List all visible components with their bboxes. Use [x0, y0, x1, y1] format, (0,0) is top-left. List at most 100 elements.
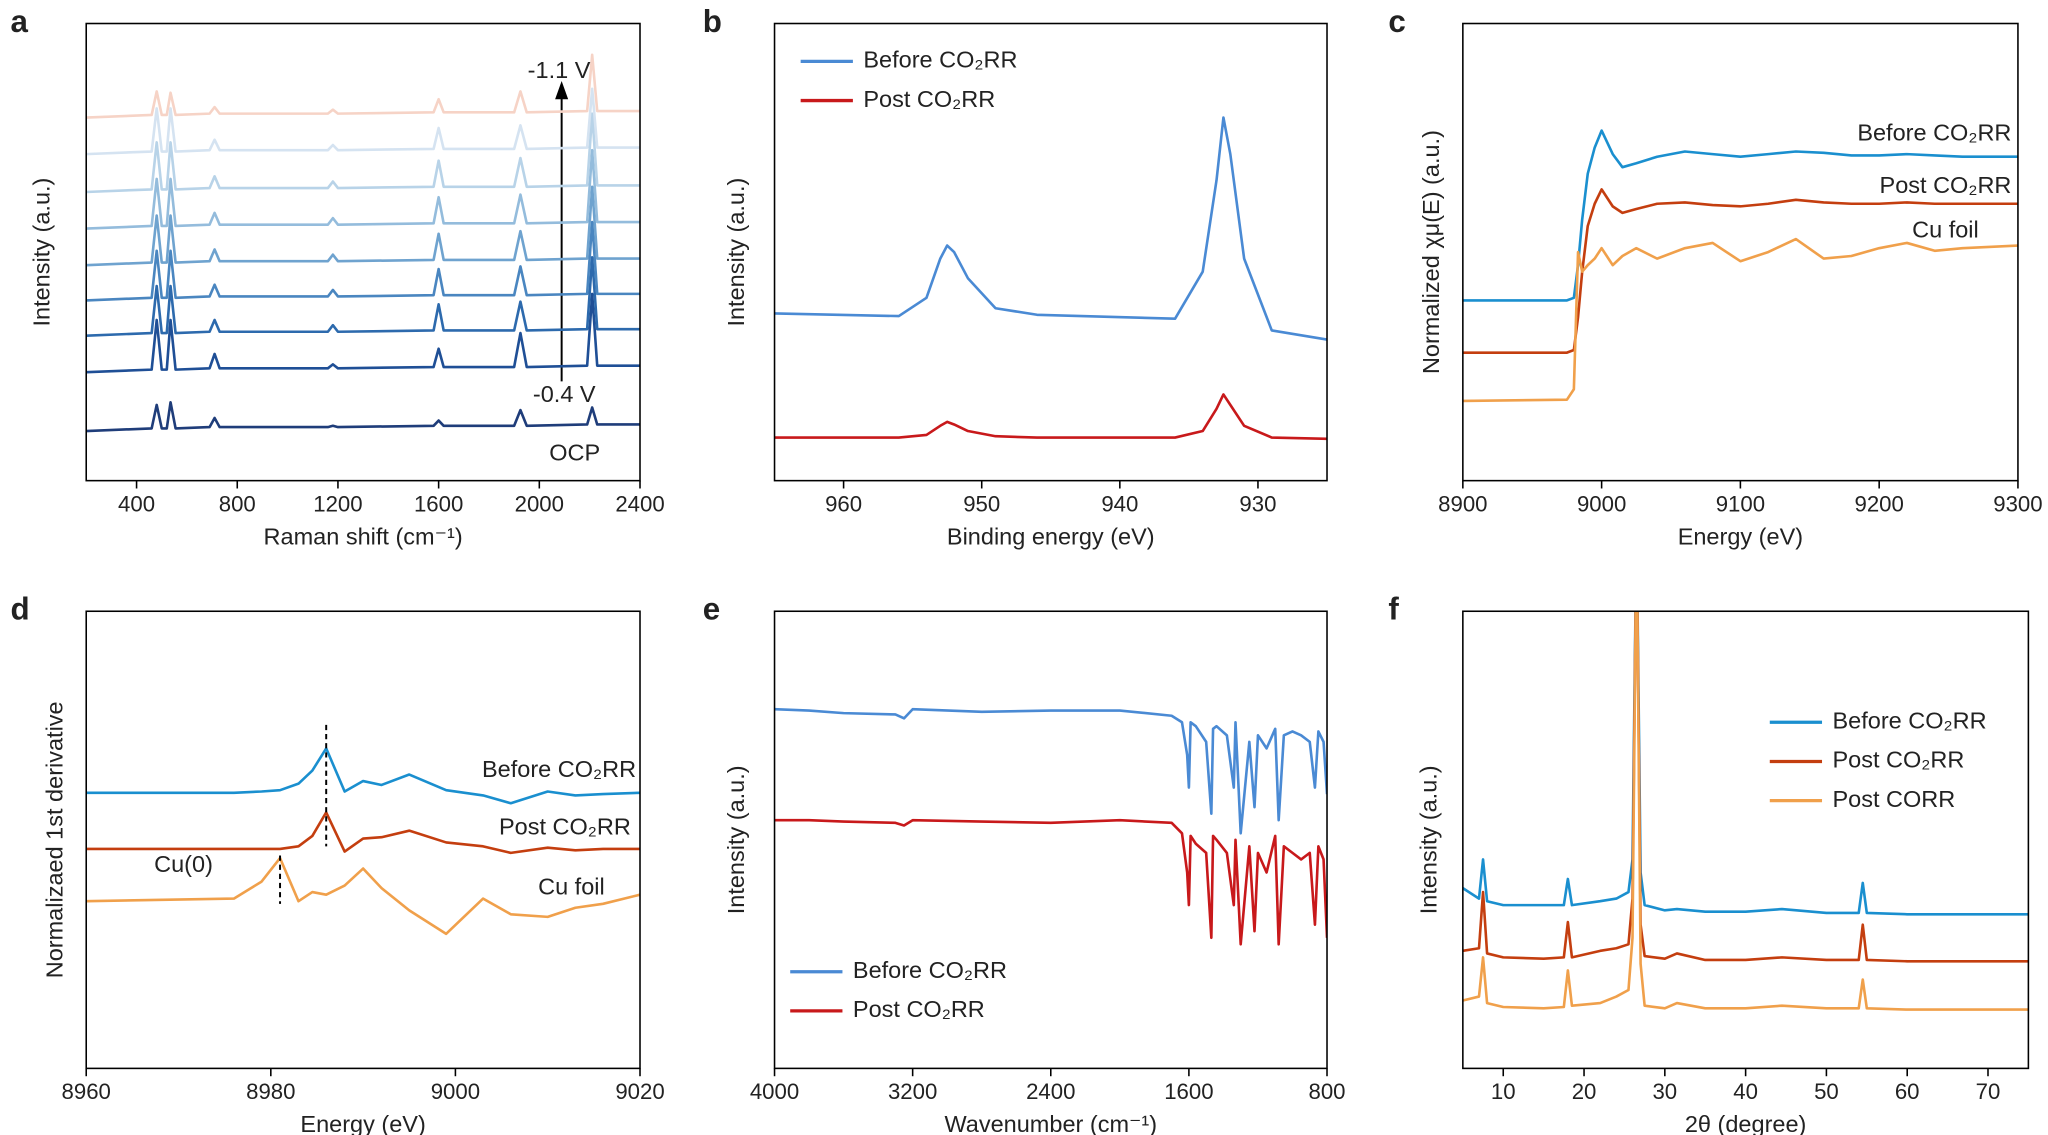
x-tick-label: 8960 [62, 1079, 111, 1104]
x-tick-label: 8980 [246, 1079, 295, 1104]
series-label: Cu foil [1912, 216, 1979, 242]
x-tick-label: 9020 [615, 1079, 664, 1104]
series-line [86, 747, 641, 805]
series-label: Cu foil [538, 873, 605, 899]
legend-label: Before CO₂RR [853, 957, 1007, 983]
x-tick-label: 8900 [1438, 491, 1487, 516]
legend-label: Post CO₂RR [1832, 747, 1964, 773]
plot-frame [773, 610, 1328, 1070]
x-tick-label: 9100 [1716, 491, 1765, 516]
x-tick-label: 70 [1976, 1079, 2001, 1104]
x-tick-label: 9300 [1993, 491, 2042, 516]
x-tick-label: 40 [1733, 1079, 1758, 1104]
plot-area [86, 747, 641, 936]
x-tick-label: 1600 [414, 491, 463, 516]
legend-label: Post CO₂RR [863, 86, 995, 112]
x-axis-label: Binding energy (eV) [947, 523, 1155, 549]
series-line [774, 393, 1328, 441]
x-tick-label: 1600 [1164, 1079, 1213, 1104]
x-tick-label: 940 [1101, 491, 1138, 516]
series-line [86, 255, 641, 337]
panel-letter: e [703, 592, 720, 627]
panel-letter: d [10, 592, 29, 627]
panel-letter: f [1388, 592, 1399, 627]
x-tick-label: 50 [1814, 1079, 1839, 1104]
panel-letter: a [10, 4, 28, 39]
series-label: Post CO₂RR [1880, 172, 2012, 198]
series-line [1462, 188, 2018, 354]
series-line [86, 112, 641, 194]
plot-frame [1462, 22, 2019, 482]
series-label: Before CO₂RR [482, 756, 636, 782]
x-axis-label: Energy (eV) [1678, 523, 1803, 549]
annotation: -1.1 V [528, 57, 591, 83]
series-line [86, 185, 641, 267]
plot-area [86, 53, 641, 433]
series-line [1462, 611, 2029, 963]
series-label: Before CO₂RR [1857, 120, 2011, 146]
y-axis-label: Intensity (a.u.) [1415, 765, 1441, 914]
series-line [86, 148, 641, 230]
x-tick-label: 4000 [750, 1079, 799, 1104]
series-line [774, 116, 1328, 341]
x-tick-label: 10 [1491, 1079, 1516, 1104]
series-line [86, 856, 641, 936]
annotation: Cu(0) [154, 851, 213, 877]
x-axis-label: 2θ (degree) [1685, 1111, 1807, 1135]
x-tick-label: 9200 [1854, 491, 1903, 516]
x-tick-label: 950 [963, 491, 1000, 516]
x-tick-label: 2000 [515, 491, 564, 516]
x-tick-label: 800 [219, 491, 256, 516]
legend-label: Before CO₂RR [863, 47, 1017, 73]
x-tick-label: 60 [1895, 1079, 1920, 1104]
y-axis-label: Intensity (a.u.) [723, 178, 749, 327]
legend-label: Post CO₂RR [853, 996, 985, 1022]
y-axis-label: Intensity (a.u.) [28, 178, 54, 327]
series-line [86, 220, 641, 302]
plot-frame [85, 22, 641, 482]
plot-area [1462, 129, 2018, 403]
series-line [1462, 237, 2018, 403]
x-tick-label: 960 [825, 491, 862, 516]
plot-area [1462, 611, 2029, 1011]
x-tick-label: 2400 [1026, 1079, 1075, 1104]
y-axis-label: Intensity (a.u.) [723, 765, 749, 914]
x-tick-label: 9000 [431, 1079, 480, 1104]
series-line [86, 87, 641, 156]
legend-label: Before CO₂RR [1832, 707, 1986, 733]
annotation: OCP [549, 440, 600, 466]
series-line [86, 811, 641, 855]
legend-label: Post CORR [1832, 786, 1955, 812]
x-tick-label: 2400 [615, 491, 664, 516]
x-tick-label: 800 [1308, 1079, 1345, 1104]
x-axis-label: Energy (eV) [300, 1111, 425, 1135]
plot-frame [1462, 610, 2030, 1070]
series-line [86, 400, 641, 433]
panel-letter: b [703, 4, 722, 39]
x-tick-label: 30 [1652, 1079, 1677, 1104]
arrow-head [555, 80, 569, 100]
plot-area [774, 116, 1328, 441]
plot-frame [85, 610, 641, 1070]
series-line [774, 707, 1328, 835]
series-line [86, 292, 641, 374]
panel-letter: c [1388, 4, 1405, 39]
x-tick-label: 400 [118, 491, 155, 516]
series-line [1462, 611, 2029, 1011]
x-axis-label: Raman shift (cm⁻¹) [264, 523, 463, 549]
annotation: -0.4 V [533, 381, 596, 407]
series-label: Post CO₂RR [499, 813, 631, 839]
series-line [774, 818, 1328, 946]
x-tick-label: 9000 [1577, 491, 1626, 516]
x-tick-label: 3200 [888, 1079, 937, 1104]
x-axis-label: Wavenumber (cm⁻¹) [944, 1111, 1157, 1135]
y-axis-label: Normalizaed 1st derivative [41, 701, 67, 978]
x-tick-label: 1200 [313, 491, 362, 516]
x-tick-label: 930 [1239, 491, 1276, 516]
x-tick-label: 20 [1572, 1079, 1597, 1104]
series-line [1462, 129, 2018, 302]
plot-area [774, 707, 1328, 946]
